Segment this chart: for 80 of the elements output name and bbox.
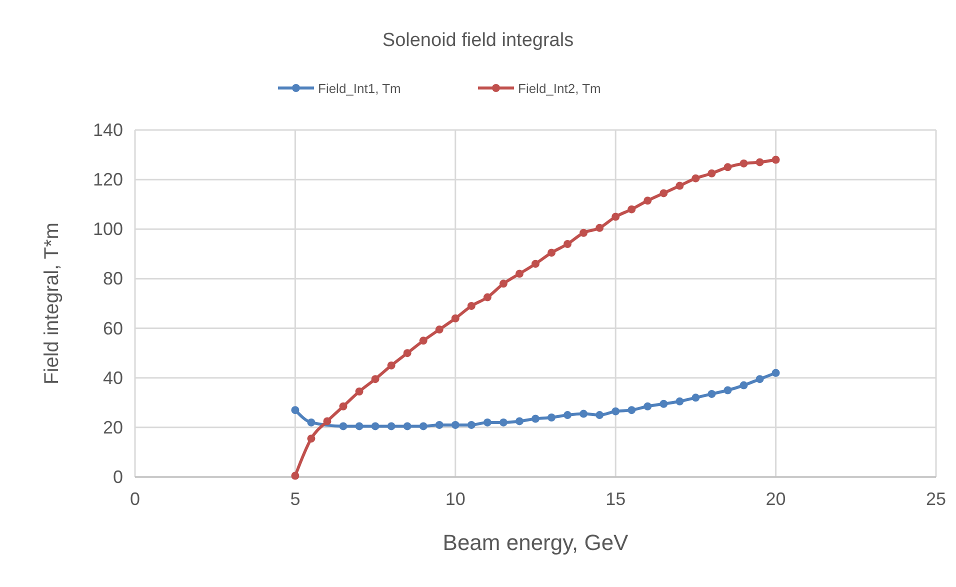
point <box>644 196 652 205</box>
point <box>676 182 684 190</box>
point <box>612 212 620 221</box>
point <box>339 422 348 430</box>
point <box>772 156 780 164</box>
point <box>499 418 508 426</box>
point <box>612 407 620 416</box>
point <box>548 414 556 422</box>
point <box>644 402 652 410</box>
x-tick-label: 20 <box>766 489 786 509</box>
y-tick-label: 140 <box>92 120 123 140</box>
point <box>564 411 572 420</box>
point <box>628 406 636 414</box>
point <box>467 420 476 429</box>
point <box>532 260 540 268</box>
point <box>403 349 412 358</box>
point <box>339 402 348 410</box>
point <box>740 381 748 390</box>
point <box>676 397 684 406</box>
y-axis-title: Field integral, T*m <box>41 222 63 384</box>
point <box>548 248 556 257</box>
point <box>596 224 604 232</box>
point <box>532 414 540 423</box>
point <box>724 163 732 172</box>
point <box>515 417 524 426</box>
point <box>740 159 748 168</box>
point <box>435 420 444 429</box>
point <box>660 189 668 198</box>
point <box>772 368 780 377</box>
point <box>435 326 444 334</box>
point <box>355 387 364 396</box>
point <box>467 302 476 310</box>
legend-label: Field_Int2, Tm <box>518 81 601 96</box>
point <box>756 158 764 166</box>
point <box>628 205 636 214</box>
x-tick-label: 15 <box>606 489 626 509</box>
y-tick-label: 80 <box>102 268 123 289</box>
point <box>660 400 668 408</box>
point <box>291 406 300 414</box>
x-tick-label: 10 <box>445 489 466 509</box>
point <box>580 228 588 237</box>
point <box>387 361 396 370</box>
point <box>708 169 716 178</box>
point <box>323 417 332 426</box>
point <box>419 336 428 345</box>
chart-title: Solenoid field integrals <box>382 30 574 51</box>
point <box>724 386 732 394</box>
point <box>515 270 524 278</box>
point <box>307 434 316 443</box>
point <box>451 314 460 322</box>
x-tick-label: 0 <box>130 489 140 509</box>
point <box>564 240 572 248</box>
x-tick-label: 25 <box>926 489 946 509</box>
point <box>355 422 364 430</box>
point <box>403 422 412 430</box>
point <box>756 375 764 384</box>
point <box>419 422 428 430</box>
point <box>451 420 460 429</box>
x-axis-title: Beam energy, GeV <box>442 530 629 555</box>
legend-label: Field_Int1, Tm <box>318 81 401 96</box>
point <box>483 418 492 426</box>
y-tick-label: 60 <box>102 318 123 338</box>
point <box>371 422 380 430</box>
point <box>580 410 588 418</box>
y-tick-label: 120 <box>92 170 123 190</box>
y-tick-label: 20 <box>102 417 123 438</box>
y-tick-label: 0 <box>112 467 123 487</box>
point <box>596 411 604 420</box>
y-tick-label: 100 <box>92 219 123 240</box>
y-tick-label: 40 <box>102 368 123 388</box>
point <box>371 375 380 384</box>
x-tick-label: 5 <box>290 489 300 509</box>
point <box>499 280 508 288</box>
point <box>692 394 700 402</box>
point <box>387 422 396 430</box>
point <box>291 472 300 480</box>
point <box>708 390 716 398</box>
point <box>307 418 316 426</box>
point <box>483 293 492 302</box>
point <box>692 174 700 182</box>
